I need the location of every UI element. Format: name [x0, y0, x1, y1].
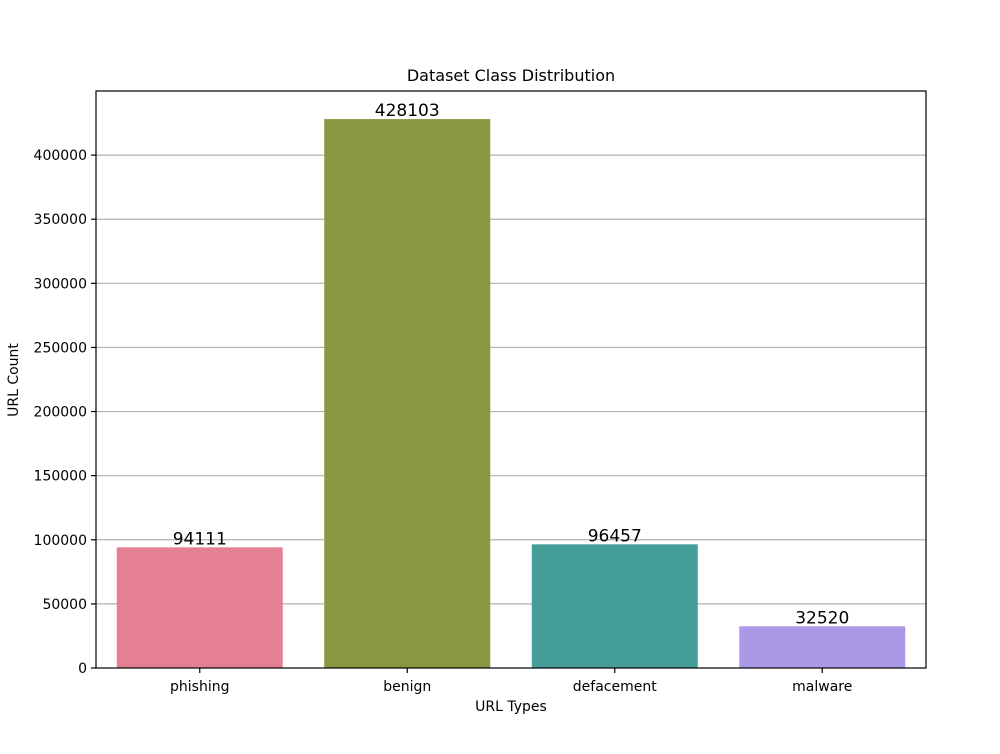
value-label-malware: 32520: [795, 608, 849, 628]
y-tick-label: 200000: [34, 405, 87, 421]
x-axis-label: URL Types: [475, 699, 547, 715]
bar-defacement: [531, 544, 698, 668]
bar-value-labels: 94111 428103 96457 32520: [173, 101, 850, 628]
grid-lines: [96, 154, 926, 605]
x-tick-label-benign: benign: [383, 679, 431, 695]
y-tick-label: 150000: [34, 469, 87, 485]
bar-malware: [739, 626, 906, 668]
bar-phishing: [116, 547, 283, 668]
value-label-phishing: 94111: [173, 529, 227, 549]
y-tick-label: 250000: [34, 340, 87, 356]
y-tick-label: 0: [78, 661, 87, 677]
chart-title: Dataset Class Distribution: [407, 66, 615, 85]
x-axis-ticks: phishing benign defacement malware: [170, 668, 852, 695]
x-tick-label-phishing: phishing: [170, 679, 229, 695]
x-tick-label-malware: malware: [792, 679, 852, 695]
y-tick-label: 400000: [34, 148, 87, 164]
value-label-defacement: 96457: [588, 526, 642, 546]
plot-frame: [95, 90, 927, 669]
y-tick-label: 300000: [34, 276, 87, 292]
y-tick-label: 100000: [34, 533, 87, 549]
y-tick-label: 50000: [42, 597, 87, 613]
value-label-benign: 428103: [375, 101, 440, 121]
x-tick-label-defacement: defacement: [573, 679, 657, 695]
bars: [116, 119, 906, 668]
y-axis-ticks: 0 50000 100000 150000 200000 250000 300000 3500…: [34, 148, 96, 677]
bar-benign: [324, 119, 491, 668]
y-tick-label: 350000: [34, 212, 87, 228]
y-axis-label: URL Count: [6, 343, 22, 417]
